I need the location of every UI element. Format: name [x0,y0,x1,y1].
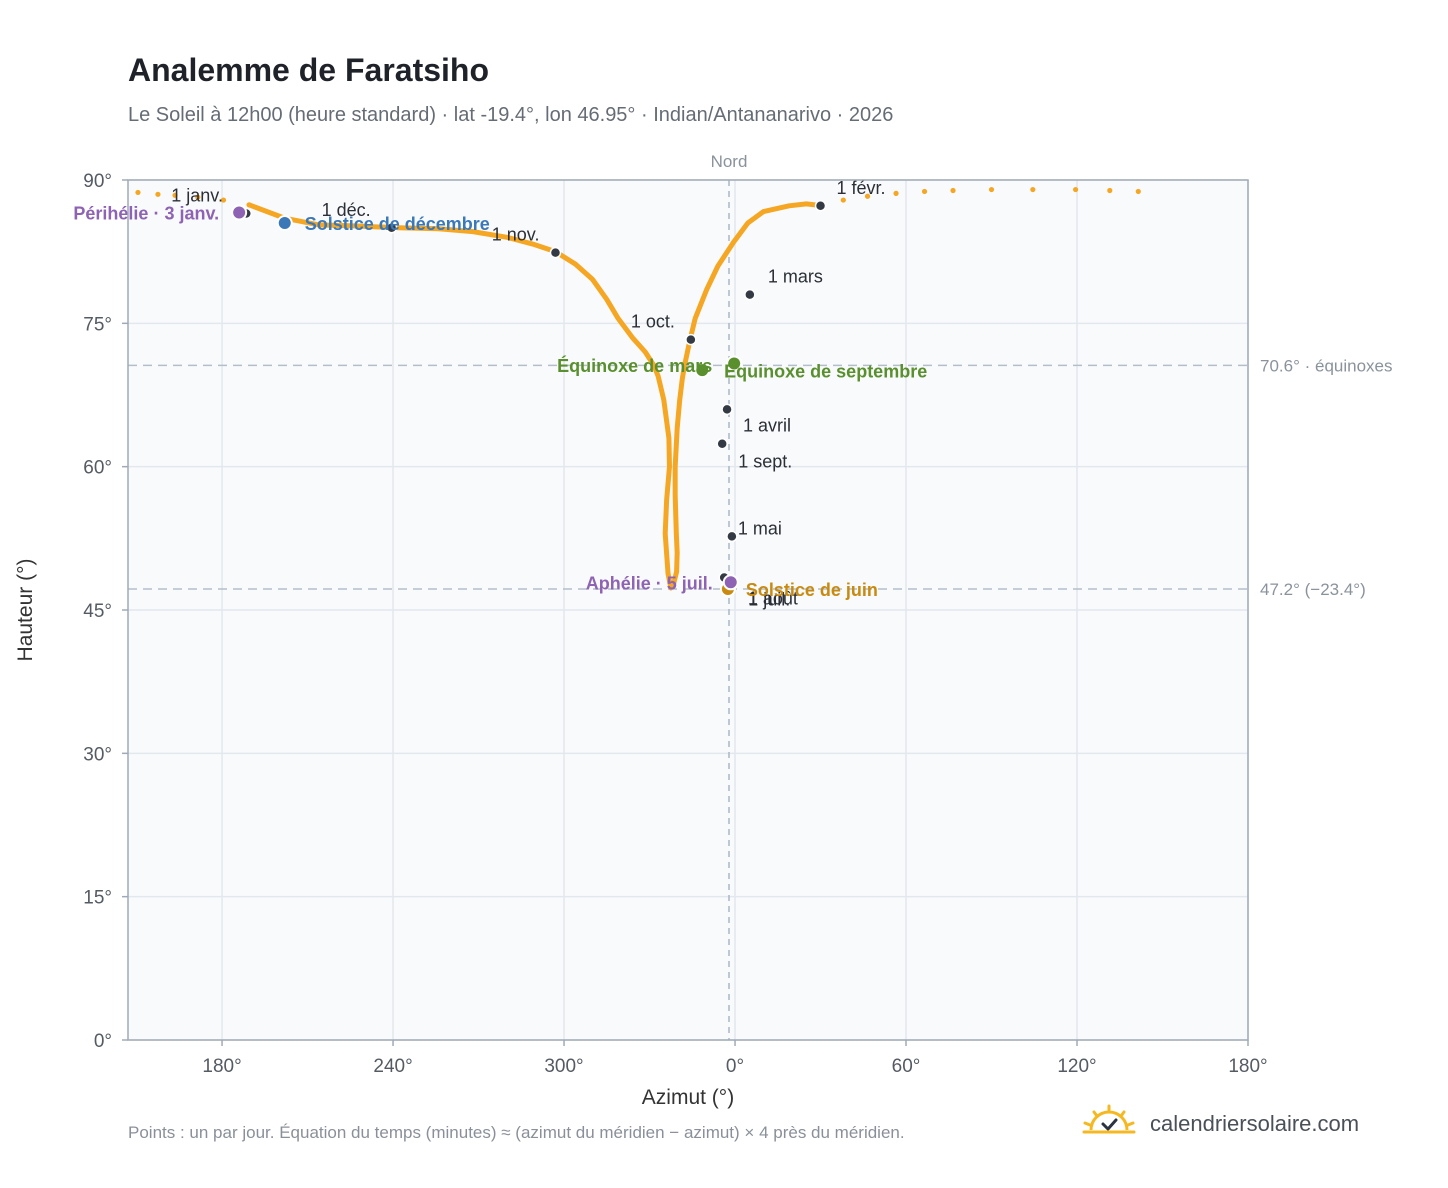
y-tick-label: 0° [94,1031,112,1052]
x-tick-label: 60° [892,1056,921,1077]
daily-point [220,197,227,203]
north-label: Nord [711,152,748,171]
daily-point [1135,188,1141,195]
event-markers: Périhélie · 3 janv. Solstice de décembre É… [73,203,927,599]
x-tick-label: 0° [726,1056,744,1077]
month-dot [721,403,733,416]
reference-line-label: 70.6° · équinoxes [1260,356,1393,375]
daily-point [864,193,871,199]
y-tick-label: 90° [83,171,112,192]
daily-point [1107,187,1113,194]
daily-point [1072,186,1079,193]
daily-point [1030,186,1036,193]
event-label: Solstice de juin [746,580,878,600]
month-dot [716,437,728,450]
month-label: 1 janv. [171,185,223,205]
event-dot [694,362,711,379]
event-dot [726,355,743,372]
month-dot [685,333,697,346]
event-label: Solstice de décembre [305,214,490,234]
x-tick-label: 180° [202,1056,241,1077]
month-label: 1 avril [743,415,791,435]
daily-point [893,190,899,196]
footnote: Points : un par jour. Équation du temps … [128,1123,905,1142]
reference-line-label: 47.2° (−23.4°) [1260,580,1366,599]
daily-point [195,194,201,200]
y-tick-label: 15° [83,888,112,909]
daily-point [246,202,252,208]
daily-point [155,191,161,197]
sun-check-icon [1082,1104,1136,1134]
reference-lines: 70.6° · équinoxes 47.2° (−23.4°) [128,356,1393,599]
daily-point [135,189,141,196]
month-dot [744,288,756,301]
event-dot [231,204,248,221]
event-dot [276,215,293,231]
daily-point [988,186,995,193]
y-axis-title: Hauteur (°) [14,559,37,662]
month-label: 1 nov. [492,225,540,245]
month-label: 1 mars [768,267,823,287]
month-label: 1 août [748,588,798,608]
x-tick-label: 180° [1228,1056,1267,1077]
event-label: Équinoxe de mars [557,355,712,376]
event-label: Périhélie · 3 janv. [73,203,219,223]
daily-point [840,197,846,203]
analemma-line [246,201,826,591]
month-dot [385,222,398,234]
y-tick-label: 45° [83,601,112,622]
x-axis-title: Azimut (°) [642,1086,734,1109]
chart-subtitle: Le Soleil à 12h00 (heure standard) · lat… [128,104,894,126]
brand-name[interactable]: calendriersolaire.com [1150,1111,1360,1136]
x-tick-label: 120° [1057,1056,1096,1077]
event-label: Équinoxe de septembre [724,360,927,381]
y-tick-label: 75° [83,314,112,335]
month-dot [549,246,562,259]
daily-point [950,187,956,194]
month-label: 1 oct. [631,312,675,332]
daily-point [921,188,928,195]
chart-title: Analemme de Faratsiho [128,52,489,88]
month-label: 1 juil. [748,590,790,610]
x-tick-label: 240° [373,1056,412,1077]
month-dot [814,200,827,212]
event-label: Aphélie · 5 juil. [586,573,713,593]
month-dot [726,530,738,543]
analemma-curve [135,186,1141,591]
month-label: 1 sept. [738,452,792,472]
month-label: 1 févr. [837,178,886,198]
x-tick-label: 300° [544,1056,583,1077]
y-tick-label: 30° [83,744,112,765]
event-dot [722,574,739,591]
month-label: 1 mai [738,518,782,538]
month-label: 1 déc. [322,200,371,220]
y-axis-ticks: 0° 15° 30° 45° 60° 75° 90° [83,171,128,1052]
y-tick-label: 60° [83,458,112,479]
daily-point [172,192,178,198]
x-axis-ticks: 180° 240° 300° 0° 60° 120° 180° [202,1040,1268,1077]
brand[interactable]: calendriersolaire.com [1082,1104,1359,1144]
